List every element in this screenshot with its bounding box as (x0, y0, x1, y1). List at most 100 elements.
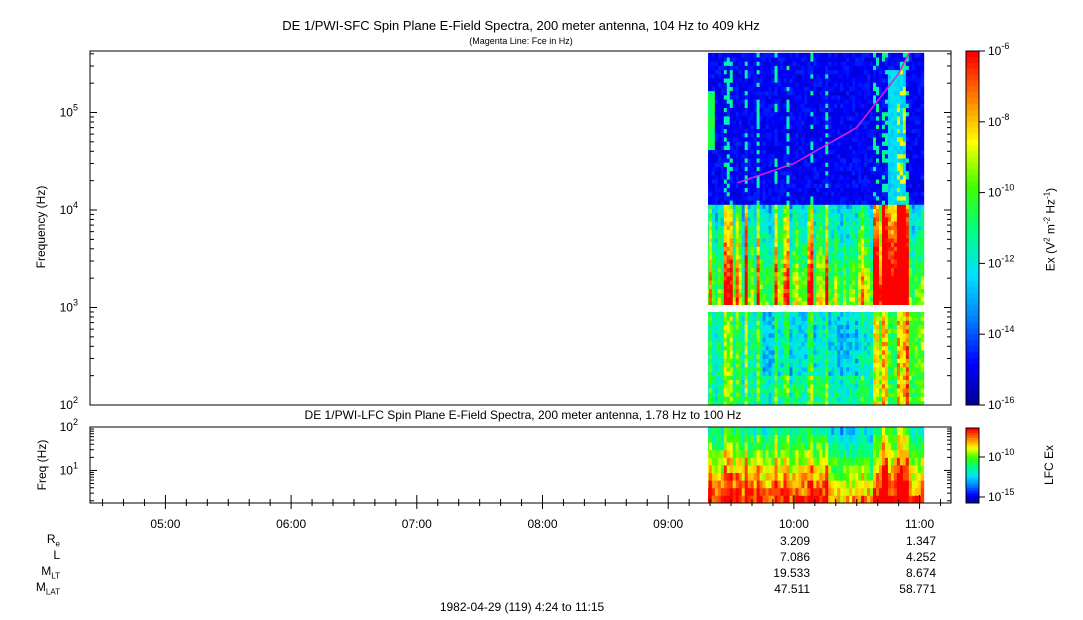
spectrogram-cell (789, 242, 793, 247)
spectrogram-cell (834, 259, 838, 264)
spectrogram-cell (816, 263, 820, 268)
spectrogram-cell (801, 284, 805, 289)
spectrogram-cell (879, 238, 883, 243)
spectrogram-cell (881, 263, 886, 268)
spectrogram-cell (720, 217, 725, 222)
spectrogram-cell (887, 61, 892, 66)
spectrogram-cell (717, 141, 722, 146)
spectrogram-cell (738, 254, 743, 260)
spectrogram-cell (861, 78, 865, 83)
spectrogram-cell (858, 179, 862, 184)
spectrogram-cell (789, 90, 793, 96)
spectrogram-cell (849, 78, 853, 83)
spectrogram-cell (768, 337, 772, 342)
spectrogram-cell (783, 358, 787, 364)
spectrogram-cell (887, 90, 892, 96)
spectrogram-cell (759, 333, 763, 338)
spectrogram-cell (795, 90, 799, 96)
spectrogram-cell (825, 94, 829, 100)
spectrogram-cell (708, 145, 710, 151)
spectrogram-cell (714, 103, 719, 108)
spectrogram-cell (774, 316, 778, 321)
spectrogram-cell (750, 316, 755, 321)
spectrogram-cell (768, 132, 772, 138)
spectrogram-cell (792, 225, 796, 231)
spectrogram-cell (792, 52, 796, 58)
spectrogram-cell (750, 52, 755, 58)
spectrogram-cell (750, 200, 755, 205)
spectrogram-cell (828, 195, 832, 201)
spectrogram-cell (774, 375, 778, 381)
spectrogram-cell (774, 354, 778, 359)
spectrogram-cell (756, 275, 761, 281)
spectrogram-cell (771, 225, 775, 231)
spectrogram-cell (750, 345, 755, 351)
spectrogram-cell (744, 166, 749, 172)
spectrogram-cell (905, 116, 910, 121)
spectrogram-cell (887, 208, 892, 214)
spectrogram-cell (732, 263, 737, 268)
spectrogram-cell (807, 153, 811, 159)
spectrogram-cell (768, 212, 772, 218)
spectrogram-cell (792, 124, 796, 130)
spectrogram-cell (771, 358, 775, 364)
spectrogram-cell (917, 69, 922, 75)
spectrogram-cell (864, 111, 868, 117)
spectrogram-cell (798, 263, 802, 268)
spectrogram-cell (753, 149, 758, 155)
spectrogram-cell (905, 301, 910, 305)
spectrogram-cell (807, 179, 811, 184)
spectrogram-cell (738, 316, 743, 321)
spectrogram-cell (744, 208, 749, 214)
spectrogram-cell (899, 271, 904, 277)
spectrogram-cell (717, 208, 722, 214)
spectrogram-cell (876, 292, 880, 298)
spectrogram-cell (711, 52, 716, 58)
spectrogram-cell (908, 99, 913, 104)
spectrogram-cell (917, 280, 922, 285)
spectrogram-cell (804, 288, 808, 294)
spectrogram-cell (801, 174, 805, 180)
spectrogram-cell (741, 52, 746, 58)
spectrogram-cell (914, 254, 919, 260)
spectrogram-cell (708, 366, 710, 372)
spectrogram-cell (768, 284, 772, 289)
spectrogram-cell (804, 162, 808, 167)
spectrogram-cell (819, 174, 823, 180)
spectrogram-cell (905, 158, 910, 163)
spectrogram-cell (768, 111, 772, 117)
spectrogram-cell (795, 212, 799, 218)
spectrogram-cell (792, 174, 796, 180)
spectrogram-cell (864, 52, 868, 58)
spectrogram-cell (920, 94, 925, 100)
spectrogram-cell (840, 94, 844, 100)
spectrogram-cell (777, 183, 781, 188)
spectrogram-cell (762, 345, 766, 351)
spectrogram-cell (729, 320, 734, 326)
spectrogram-cell (810, 217, 814, 222)
spectrogram-cell (747, 345, 752, 351)
spectrogram-cell (920, 250, 925, 256)
spectrogram-cell (890, 73, 895, 79)
spectrogram-cell (908, 263, 913, 268)
spectrogram-cell (911, 86, 916, 92)
spectrogram-cell (801, 94, 805, 100)
spectrogram-cell (741, 128, 746, 134)
spectrogram-cell (717, 301, 722, 305)
spectrogram-cell (855, 233, 859, 239)
spectrogram-cell (861, 195, 865, 201)
spectrogram-cell (729, 246, 734, 252)
spectrogram-cell (753, 375, 758, 381)
spectrogram-cell (908, 297, 913, 302)
spectrogram-cell (765, 267, 769, 273)
spectrogram-cell (765, 297, 769, 302)
spectrogram-cell (774, 208, 778, 214)
spectrogram-cell (753, 233, 758, 239)
spectrogram-cell (732, 90, 737, 96)
spectrogram-cell (774, 195, 778, 201)
spectrogram-cell (720, 250, 725, 256)
spectrogram-cell (780, 52, 784, 58)
spectrogram-cell (852, 78, 856, 83)
spectrogram-cell (864, 187, 868, 193)
spectrogram-cell (777, 99, 781, 104)
